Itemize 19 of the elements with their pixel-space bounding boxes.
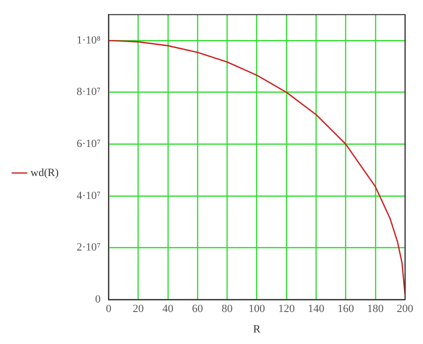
- x-tick-label: 80: [222, 303, 234, 316]
- y-tick-label: 6·10⁷: [76, 138, 101, 150]
- y-tick-label: 0: [95, 293, 102, 306]
- y-tick-label: 1·10⁸: [76, 34, 101, 46]
- x-tick-label: 100: [248, 303, 266, 316]
- y-tick-label: 2·10⁷: [76, 242, 101, 254]
- y-tick-label: 8·10⁷: [76, 86, 101, 98]
- y-tick-label: 4·10⁷: [76, 190, 101, 202]
- x-tick-label: 60: [192, 303, 204, 316]
- x-tick-label: 140: [308, 303, 325, 316]
- x-tick-label: 180: [367, 303, 384, 316]
- x-tick-label: 40: [162, 303, 174, 316]
- x-tick-label: 0: [106, 303, 112, 316]
- x-axis-title: R: [253, 323, 262, 336]
- x-tick-label: 200: [396, 303, 414, 316]
- x-tick-label: 160: [337, 303, 354, 316]
- x-tick-label: 120: [278, 303, 296, 316]
- legend-label: wd(R): [30, 166, 59, 179]
- x-tick-label: 20: [132, 303, 144, 316]
